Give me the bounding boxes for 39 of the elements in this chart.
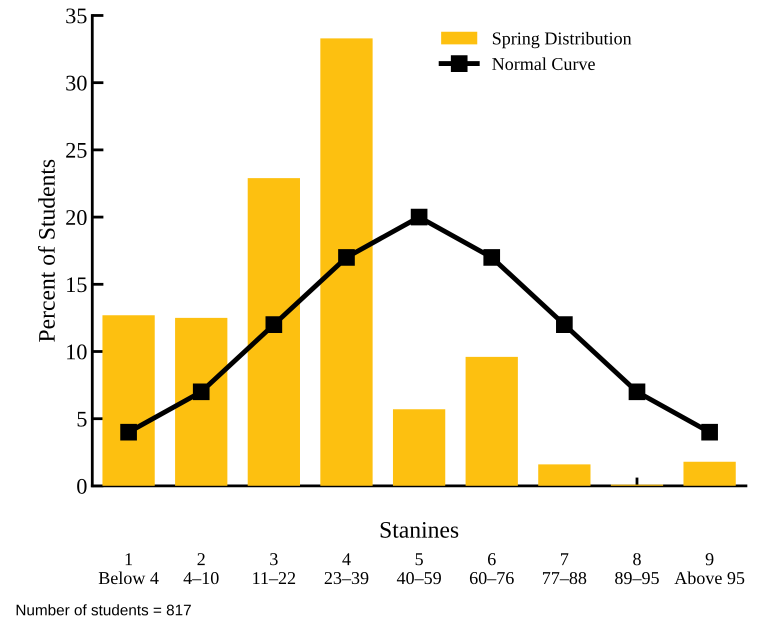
x-axis-title: Stanines [380, 522, 458, 538]
bar [392, 409, 446, 486]
bar [175, 318, 228, 486]
point [266, 316, 282, 333]
point [628, 383, 646, 400]
bar [102, 315, 155, 486]
x-tick-label: 6 60–76 [470, 553, 514, 584]
point [556, 316, 573, 333]
point [483, 249, 500, 266]
bar [538, 464, 591, 486]
y-tick-label: 15 [67, 277, 87, 292]
x-tick-label: 9 Above 95 [674, 553, 744, 584]
x-tick-label: 5 40–59 [396, 553, 441, 584]
x-tick-label: 2 4–10 [184, 553, 219, 584]
x-tick-label: 4 23–39 [324, 553, 368, 584]
y-tick-label: 20 [66, 210, 87, 226]
text: Number of students = 817 [16, 604, 191, 616]
y-tick-label: 5 [78, 412, 87, 427]
bar [248, 178, 300, 486]
bar [466, 356, 518, 486]
x-tick-label: 1 Below 4 [98, 553, 159, 584]
legend-label: Spring Distribution [492, 32, 632, 48]
x-tick-label: 7 77–88 [542, 553, 586, 584]
point [192, 383, 210, 400]
x-tick-label: 3 11–22 [253, 553, 296, 584]
bar [320, 38, 373, 486]
legend-label: Normal Curve [492, 57, 595, 70]
y-tick-label: 25 [66, 142, 87, 158]
y-tick-label: 30 [66, 76, 87, 91]
y-tick-label: 35 [66, 8, 87, 24]
x-tick-label: 8 89–95 [615, 553, 659, 584]
y-axis-title: Percent of Students [38, 160, 55, 342]
point [701, 424, 718, 440]
point [120, 424, 137, 440]
y-tick-label: 10 [67, 344, 87, 360]
point [410, 208, 428, 226]
y-tick-label: 0 [77, 478, 87, 494]
bar [683, 462, 736, 486]
point [338, 249, 355, 266]
